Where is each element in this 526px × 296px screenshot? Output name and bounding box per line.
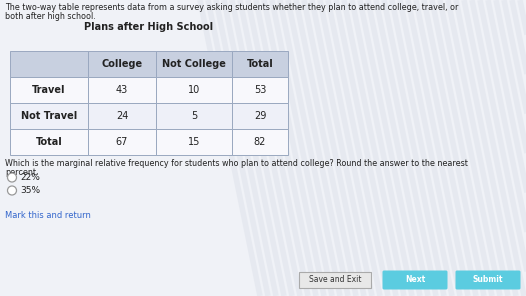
Text: percent.: percent. bbox=[5, 168, 38, 177]
Text: 82: 82 bbox=[254, 137, 266, 147]
Circle shape bbox=[7, 186, 16, 195]
Bar bbox=[232, 103, 288, 129]
Text: 29: 29 bbox=[254, 111, 266, 121]
Text: The two-way table represents data from a survey asking students whether they pla: The two-way table represents data from a… bbox=[5, 3, 458, 12]
Text: 43: 43 bbox=[116, 85, 128, 95]
FancyBboxPatch shape bbox=[456, 271, 521, 289]
Circle shape bbox=[7, 173, 16, 182]
Text: 35%: 35% bbox=[20, 186, 40, 195]
Bar bbox=[156, 103, 232, 129]
Text: Submit: Submit bbox=[473, 276, 503, 284]
Bar bbox=[88, 103, 156, 129]
Text: Which is the marginal relative frequency for students who plan to attend college: Which is the marginal relative frequency… bbox=[5, 159, 468, 168]
Text: Not Travel: Not Travel bbox=[21, 111, 77, 121]
Bar bbox=[156, 51, 232, 77]
Text: 10: 10 bbox=[188, 85, 200, 95]
Text: Save and Exit: Save and Exit bbox=[309, 276, 361, 284]
FancyBboxPatch shape bbox=[382, 271, 448, 289]
Text: Total: Total bbox=[36, 137, 63, 147]
Bar bbox=[10, 77, 88, 103]
Text: both after high school.: both after high school. bbox=[5, 12, 96, 21]
Bar bbox=[232, 77, 288, 103]
Text: 53: 53 bbox=[254, 85, 266, 95]
Bar bbox=[156, 77, 232, 103]
Text: 22%: 22% bbox=[20, 173, 40, 182]
Text: Mark this and return: Mark this and return bbox=[5, 211, 91, 220]
Bar bbox=[299, 272, 371, 288]
Text: 15: 15 bbox=[188, 137, 200, 147]
Text: 5: 5 bbox=[191, 111, 197, 121]
Text: College: College bbox=[102, 59, 143, 69]
Bar bbox=[10, 129, 88, 155]
Bar bbox=[10, 103, 88, 129]
Bar bbox=[88, 77, 156, 103]
Bar bbox=[232, 129, 288, 155]
Text: Travel: Travel bbox=[32, 85, 66, 95]
Bar bbox=[156, 129, 232, 155]
Bar bbox=[88, 51, 156, 77]
Text: Plans after High School: Plans after High School bbox=[85, 22, 214, 32]
Text: 24: 24 bbox=[116, 111, 128, 121]
Text: Next: Next bbox=[405, 276, 425, 284]
Text: Not College: Not College bbox=[162, 59, 226, 69]
Text: Total: Total bbox=[247, 59, 274, 69]
Bar bbox=[88, 129, 156, 155]
Bar bbox=[232, 51, 288, 77]
Bar bbox=[10, 51, 88, 77]
Text: 67: 67 bbox=[116, 137, 128, 147]
